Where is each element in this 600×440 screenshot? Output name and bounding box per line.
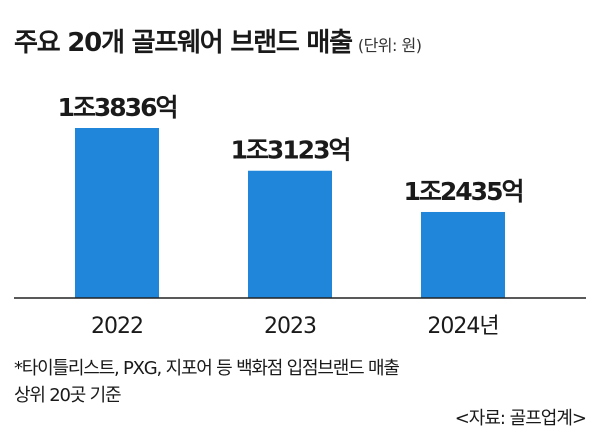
- footnote-line-1: *타이틀리스트, PXG, 지포어 등 백화점 입점브랜드 매출: [14, 358, 400, 379]
- title-row: 주요 20개 골프웨어 브랜드 매출 (단위: 원): [14, 22, 422, 59]
- chart-title: 주요 20개 골프웨어 브랜드 매출: [14, 28, 353, 58]
- bar-2023: [248, 170, 332, 298]
- footnote: *타이틀리스트, PXG, 지포어 등 백화점 입점브랜드 매출 상위 20곳 …: [14, 355, 400, 409]
- x-tick-label-2024년: 2024년: [427, 314, 498, 339]
- value-label-2022: 1조3836억: [58, 93, 177, 122]
- x-tick-label-2022: 2022: [91, 314, 143, 339]
- footnote-line-2: 상위 20곳 기준: [14, 385, 122, 406]
- value-label-2024년: 1조2435억: [404, 177, 523, 206]
- bar-2022: [75, 128, 159, 298]
- source-note: <자료: 골프업계>: [454, 408, 587, 429]
- value-label-2023: 1조3123억: [231, 136, 350, 165]
- unit-label: (단위: 원): [357, 36, 422, 55]
- x-tick-label-2023: 2023: [264, 314, 316, 339]
- bar-2024년: [421, 211, 505, 298]
